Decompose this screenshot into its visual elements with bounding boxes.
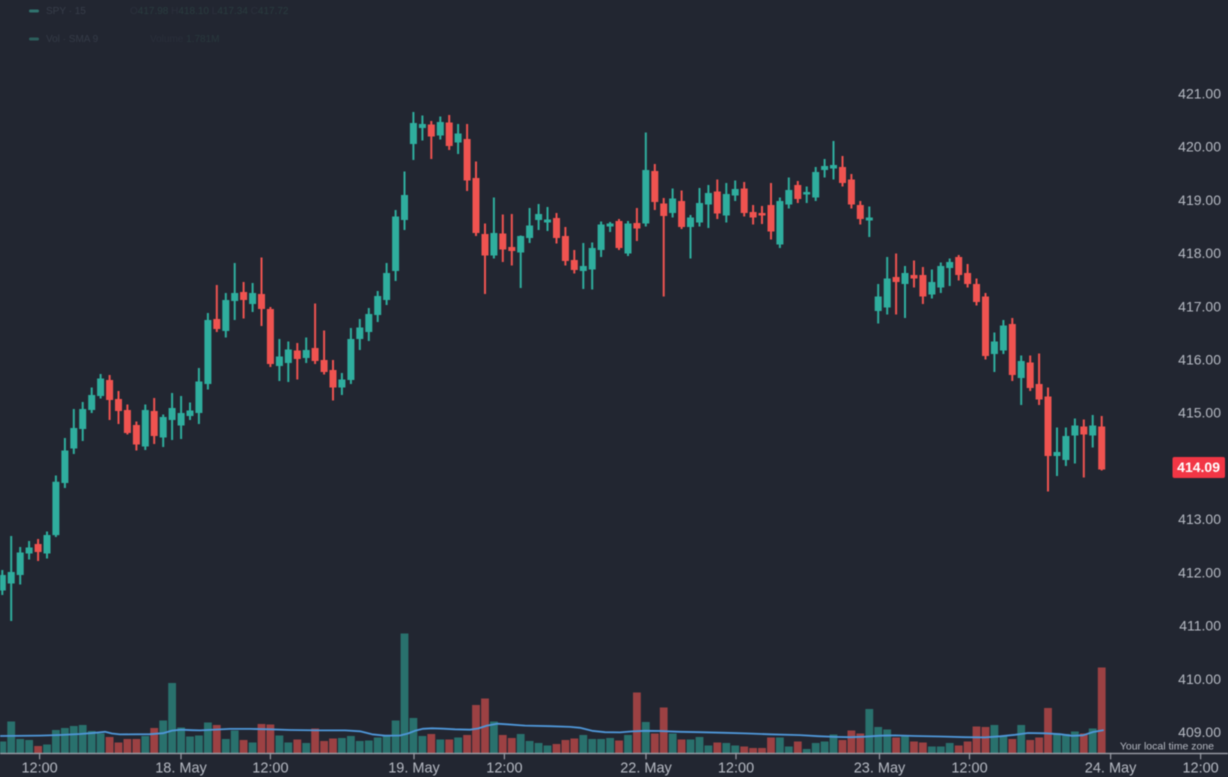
svg-text:412.00: 412.00 bbox=[1178, 564, 1221, 580]
svg-text:415.00: 415.00 bbox=[1178, 405, 1221, 421]
svg-text:18. May: 18. May bbox=[155, 761, 207, 777]
svg-text:Your local time zone: Your local time zone bbox=[1120, 741, 1214, 753]
svg-text:12:00: 12:00 bbox=[486, 761, 522, 777]
svg-text:418.00: 418.00 bbox=[1178, 245, 1221, 261]
svg-text:414.09: 414.09 bbox=[1177, 459, 1220, 475]
svg-text:420.00: 420.00 bbox=[1178, 139, 1221, 155]
svg-text:12:00: 12:00 bbox=[252, 761, 288, 777]
svg-text:Volume 1.781M: Volume 1.781M bbox=[150, 34, 220, 45]
svg-text:12:00: 12:00 bbox=[21, 761, 57, 777]
svg-text:24. May: 24. May bbox=[1085, 761, 1137, 777]
svg-text:12:00: 12:00 bbox=[951, 761, 987, 777]
svg-text:411.00: 411.00 bbox=[1179, 618, 1221, 634]
svg-text:SPY · 15: SPY · 15 bbox=[46, 6, 86, 17]
svg-text:23. May: 23. May bbox=[854, 761, 906, 777]
svg-text:12:00: 12:00 bbox=[1182, 761, 1218, 777]
svg-text:19. May: 19. May bbox=[388, 761, 440, 777]
svg-text:409.00: 409.00 bbox=[1178, 724, 1221, 740]
svg-text:410.00: 410.00 bbox=[1178, 671, 1221, 687]
svg-text:416.00: 416.00 bbox=[1178, 352, 1221, 368]
svg-text:413.00: 413.00 bbox=[1178, 511, 1221, 527]
svg-text:419.00: 419.00 bbox=[1178, 192, 1221, 208]
svg-text:22. May: 22. May bbox=[620, 761, 672, 777]
svg-text:O417.98 H418.10 L417.34 C41: O417.98 H418.10 L417.34 C417.72 bbox=[130, 6, 289, 17]
svg-text:Vol · SMA 9: Vol · SMA 9 bbox=[46, 34, 99, 45]
svg-text:417.00: 417.00 bbox=[1178, 298, 1221, 314]
svg-text:421.00: 421.00 bbox=[1178, 86, 1221, 102]
svg-text:12:00: 12:00 bbox=[718, 761, 754, 777]
